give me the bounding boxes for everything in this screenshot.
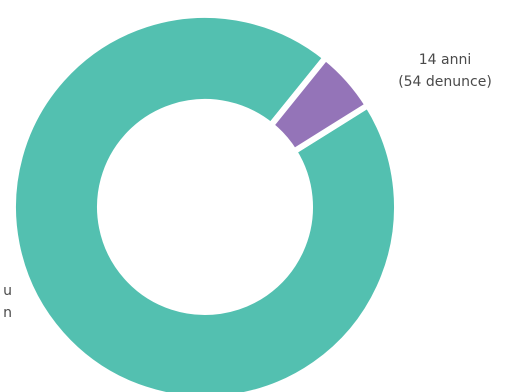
- label-small-line1: 14 anni: [419, 52, 471, 68]
- donut-slices: [10, 12, 400, 392]
- label-large-line1: u: [3, 283, 12, 299]
- label-large-line2: n: [3, 305, 12, 321]
- donut-slice-1: [267, 54, 371, 155]
- donut-slice-0: [10, 12, 400, 392]
- label-small-line2: (54 denunce): [398, 74, 492, 90]
